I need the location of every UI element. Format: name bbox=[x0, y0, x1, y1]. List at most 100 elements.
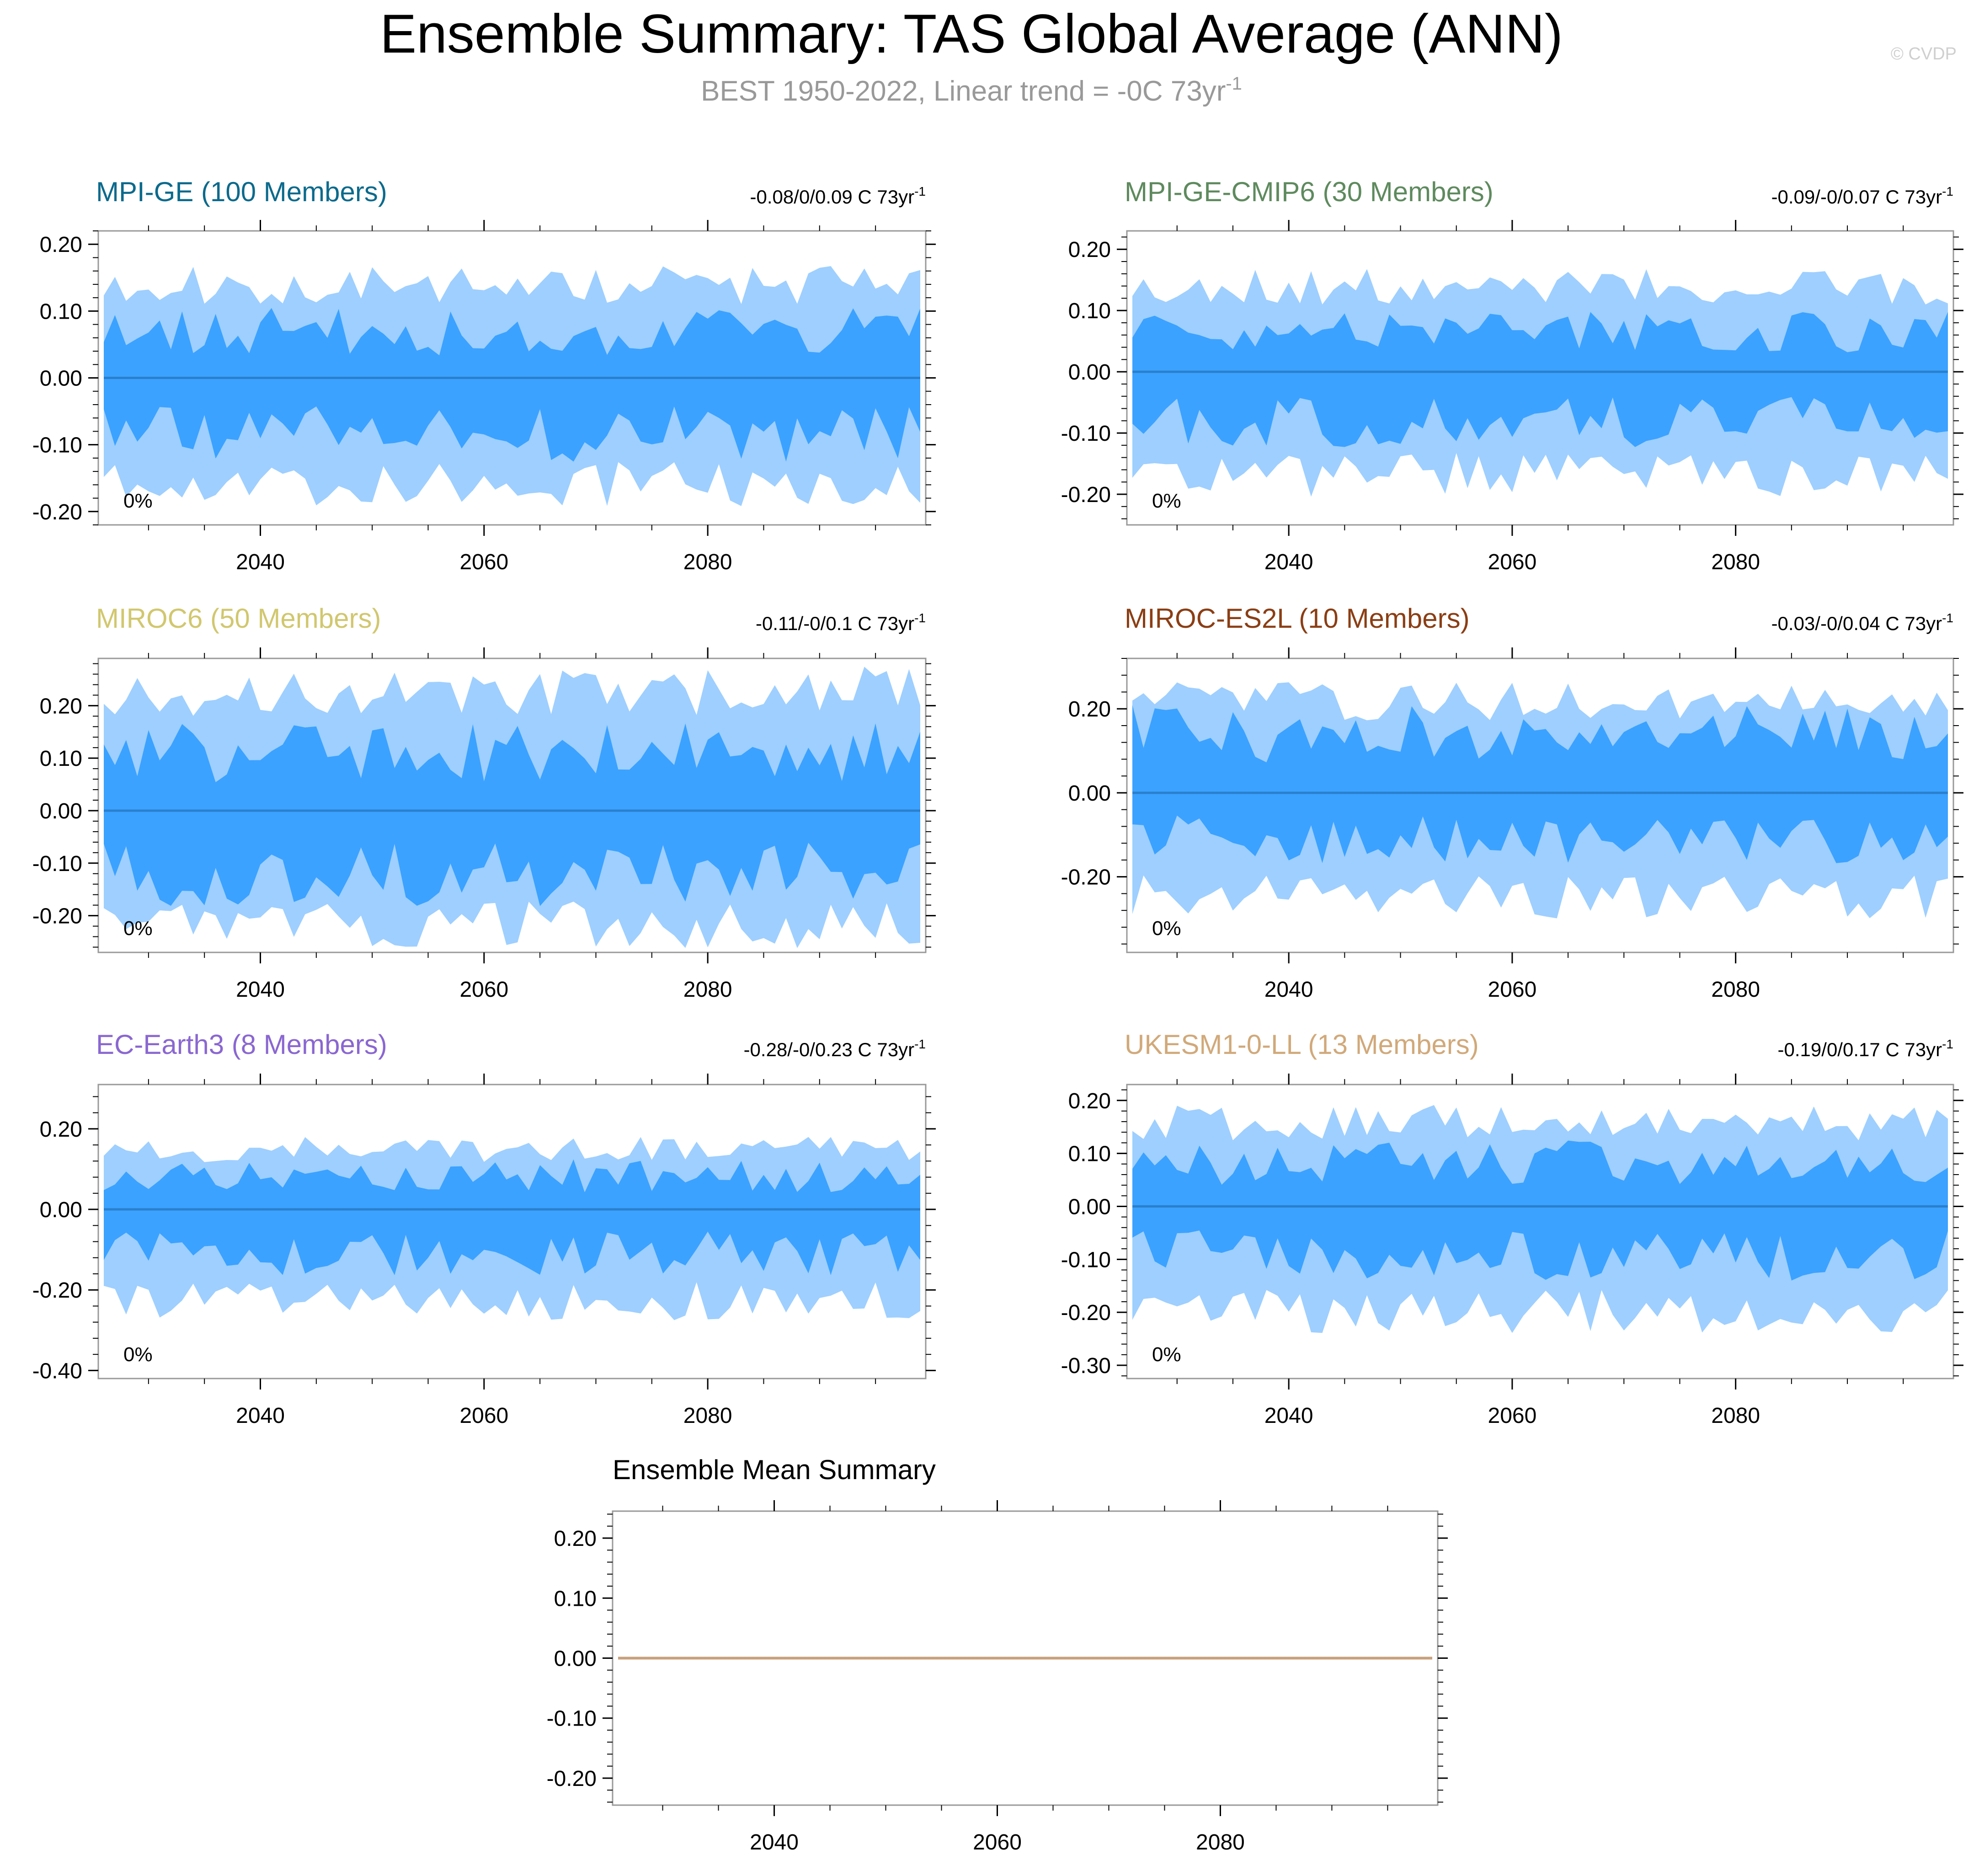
panel-2: 0% MIROC6 (50 Members) -0.11/-0/0.1 C 73yr… bbox=[32, 603, 936, 1002]
trend-text: -0.03/-0/0.04 C 73yr bbox=[1771, 613, 1942, 634]
panel-0: 0% MPI-GE (100 Members) -0.08/0/0.09 C 73y… bbox=[32, 176, 936, 574]
y-tick-label: 0.10 bbox=[1068, 1142, 1111, 1166]
x-tick-label: 2060 bbox=[459, 978, 508, 1002]
y-tick-label: 0.10 bbox=[40, 299, 82, 324]
inner-spread-band bbox=[104, 1159, 920, 1275]
inner-spread-band bbox=[1132, 705, 1948, 863]
panel-4: 0% EC-Earth3 (8 Members) -0.28/-0/0.23 C 7… bbox=[32, 1029, 936, 1428]
y-tick-label: 0.00 bbox=[40, 1198, 82, 1222]
y-tick-label: 0.00 bbox=[1068, 1195, 1111, 1219]
x-tick-label: 2060 bbox=[973, 1830, 1022, 1855]
panel-title: MIROC-ES2L (10 Members) bbox=[1125, 603, 1470, 634]
trend-text: -0.19/0/0.17 C 73yr bbox=[1778, 1039, 1942, 1060]
y-tick-label: 0.20 bbox=[40, 694, 82, 718]
y-tick-label: -0.10 bbox=[1061, 422, 1111, 446]
panel-title: EC-Earth3 (8 Members) bbox=[96, 1029, 387, 1060]
panel-6: Ensemble Mean Summary 0.20 0.10 0.00 -0.10 -0… bbox=[547, 1454, 1448, 1855]
x-tick-label: 2040 bbox=[236, 978, 285, 1002]
x-tick-label: 2060 bbox=[459, 550, 508, 574]
trend-label: -0.11/-0/0.1 C 73yr-1 bbox=[756, 611, 926, 634]
x-tick-label: 2040 bbox=[1264, 1404, 1313, 1428]
inner-spread-band bbox=[104, 723, 920, 906]
y-tick-label: 0.00 bbox=[40, 799, 82, 823]
inner-spread-band bbox=[104, 308, 920, 462]
trend-text: -0.08/0/0.09 C 73yr bbox=[750, 186, 915, 208]
subtitle-text: BEST 1950-2022, Linear trend = -0C 73yr bbox=[701, 75, 1226, 107]
trend-text: -0.28/-0/0.23 C 73yr bbox=[744, 1039, 915, 1060]
y-tick-label: 0.10 bbox=[40, 747, 82, 771]
panel-3: 0% MIROC-ES2L (10 Members) -0.03/-0/0.04 C… bbox=[1061, 603, 1963, 1002]
y-tick-label: -0.20 bbox=[1061, 1301, 1111, 1325]
trend-superscript: -1 bbox=[914, 1037, 926, 1051]
x-tick-label: 2040 bbox=[1264, 978, 1313, 1002]
panel-5: 0% UKESM1-0-LL (13 Members) -0.19/0/0.17 C… bbox=[1061, 1029, 1963, 1428]
y-tick-label: 0.20 bbox=[1068, 697, 1111, 722]
y-tick-label: -0.10 bbox=[32, 433, 82, 458]
cvdp-watermark: © CVDP bbox=[1891, 44, 1957, 64]
figure-title: Ensemble Summary: TAS Global Average (AN… bbox=[380, 3, 1563, 64]
panel-title: MPI-GE-CMIP6 (30 Members) bbox=[1125, 176, 1494, 207]
x-tick-label: 2080 bbox=[1711, 978, 1760, 1002]
percent-label: 0% bbox=[123, 1343, 153, 1366]
percent-label: 0% bbox=[1152, 1343, 1181, 1366]
x-tick-label: 2040 bbox=[236, 550, 285, 574]
y-tick-label: 0.20 bbox=[40, 233, 82, 257]
x-tick-label: 2080 bbox=[683, 550, 732, 574]
y-tick-label: 0.00 bbox=[1068, 360, 1111, 385]
trend-superscript: -1 bbox=[1942, 184, 1953, 198]
y-tick-label: 0.20 bbox=[40, 1117, 82, 1142]
x-tick-label: 2080 bbox=[1196, 1830, 1245, 1855]
inner-spread-band bbox=[1132, 312, 1948, 447]
y-tick-label: 0.00 bbox=[40, 367, 82, 391]
y-tick-label: 0.10 bbox=[554, 1587, 597, 1611]
trend-label: -0.09/-0/0.07 C 73yr-1 bbox=[1771, 184, 1953, 208]
y-tick-label: 0.00 bbox=[554, 1647, 597, 1671]
y-tick-label: 0.20 bbox=[554, 1527, 597, 1551]
panel-title: MIROC6 (50 Members) bbox=[96, 603, 381, 634]
x-tick-label: 2080 bbox=[683, 978, 732, 1002]
panel-1: 0% MPI-GE-CMIP6 (30 Members) -0.09/-0/0.07… bbox=[1061, 176, 1963, 574]
trend-label: -0.08/0/0.09 C 73yr-1 bbox=[750, 184, 926, 208]
panel-title: MPI-GE (100 Members) bbox=[96, 176, 387, 207]
trend-label: -0.19/0/0.17 C 73yr-1 bbox=[1778, 1037, 1953, 1060]
y-tick-label: 0.20 bbox=[1068, 238, 1111, 262]
x-tick-label: 2060 bbox=[459, 1404, 508, 1428]
y-tick-label: 0.00 bbox=[1068, 781, 1111, 806]
y-tick-label: -0.10 bbox=[32, 852, 82, 876]
panel-title: UKESM1-0-LL (13 Members) bbox=[1125, 1029, 1479, 1060]
x-tick-label: 2060 bbox=[1488, 550, 1537, 574]
y-tick-label: -0.20 bbox=[1061, 866, 1111, 890]
y-tick-label: -0.30 bbox=[1061, 1354, 1111, 1378]
x-tick-label: 2060 bbox=[1488, 1404, 1537, 1428]
inner-spread-band bbox=[1132, 1140, 1948, 1281]
trend-text: -0.11/-0/0.1 C 73yr bbox=[756, 613, 914, 634]
trend-superscript: -1 bbox=[914, 184, 926, 198]
percent-label: 0% bbox=[1152, 917, 1181, 940]
panel-title: Ensemble Mean Summary bbox=[613, 1454, 936, 1485]
trend-superscript: -1 bbox=[914, 611, 926, 625]
x-tick-label: 2040 bbox=[750, 1830, 799, 1855]
panels-container: 0% MPI-GE (100 Members) -0.08/0/0.09 C 73y… bbox=[32, 176, 1963, 1855]
trend-superscript: -1 bbox=[1942, 1037, 1953, 1051]
x-tick-label: 2040 bbox=[236, 1404, 285, 1428]
y-tick-label: -0.10 bbox=[1061, 1248, 1111, 1272]
trend-label: -0.28/-0/0.23 C 73yr-1 bbox=[744, 1037, 926, 1060]
x-tick-label: 2040 bbox=[1264, 550, 1313, 574]
y-tick-label: -0.20 bbox=[32, 500, 82, 524]
y-tick-label: -0.20 bbox=[32, 904, 82, 929]
y-tick-label: -0.20 bbox=[1061, 483, 1111, 507]
x-tick-label: 2060 bbox=[1488, 978, 1537, 1002]
x-tick-label: 2080 bbox=[683, 1404, 732, 1428]
y-tick-label: -0.20 bbox=[547, 1767, 597, 1791]
trend-label: -0.03/-0/0.04 C 73yr-1 bbox=[1771, 611, 1953, 634]
y-tick-label: 0.10 bbox=[1068, 299, 1111, 323]
figure-subtitle: BEST 1950-2022, Linear trend = -0C 73yr-… bbox=[701, 74, 1242, 107]
percent-label: 0% bbox=[123, 917, 153, 940]
x-tick-label: 2080 bbox=[1711, 1404, 1760, 1428]
y-tick-label: -0.40 bbox=[32, 1359, 82, 1383]
x-tick-label: 2080 bbox=[1711, 550, 1760, 574]
trend-superscript: -1 bbox=[1942, 611, 1953, 625]
y-tick-label: -0.20 bbox=[32, 1278, 82, 1303]
percent-label: 0% bbox=[123, 490, 153, 512]
